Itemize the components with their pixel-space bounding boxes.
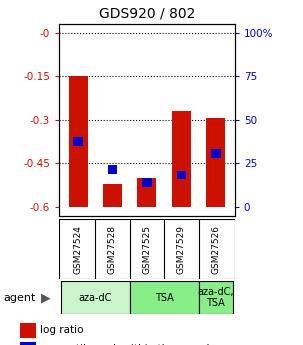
Text: agent: agent <box>3 293 35 303</box>
Text: GSM27526: GSM27526 <box>211 225 220 274</box>
Text: TSA: TSA <box>155 293 174 303</box>
Bar <box>142 178 152 187</box>
Text: ▶: ▶ <box>41 291 51 304</box>
Text: percentile rank within the sample: percentile rank within the sample <box>40 344 216 345</box>
Text: GSM27528: GSM27528 <box>108 225 117 274</box>
Bar <box>21 342 36 345</box>
Text: GSM27525: GSM27525 <box>142 225 152 274</box>
Text: GSM27524: GSM27524 <box>74 225 82 274</box>
Bar <box>211 149 221 158</box>
Bar <box>61 281 130 314</box>
Text: aza-dC: aza-dC <box>78 293 112 303</box>
Bar <box>73 137 83 146</box>
Bar <box>177 171 186 179</box>
Text: aza-dC,
TSA: aza-dC, TSA <box>198 287 234 308</box>
Bar <box>199 281 233 314</box>
Bar <box>138 178 156 207</box>
Bar <box>108 165 117 174</box>
Bar <box>103 184 122 207</box>
Text: GSM27529: GSM27529 <box>177 225 186 274</box>
Text: log ratio: log ratio <box>40 325 84 335</box>
Bar <box>130 281 199 314</box>
Bar <box>206 118 225 207</box>
Bar <box>68 76 88 207</box>
Bar <box>172 111 191 207</box>
Title: GDS920 / 802: GDS920 / 802 <box>99 6 195 20</box>
Bar <box>21 323 36 338</box>
